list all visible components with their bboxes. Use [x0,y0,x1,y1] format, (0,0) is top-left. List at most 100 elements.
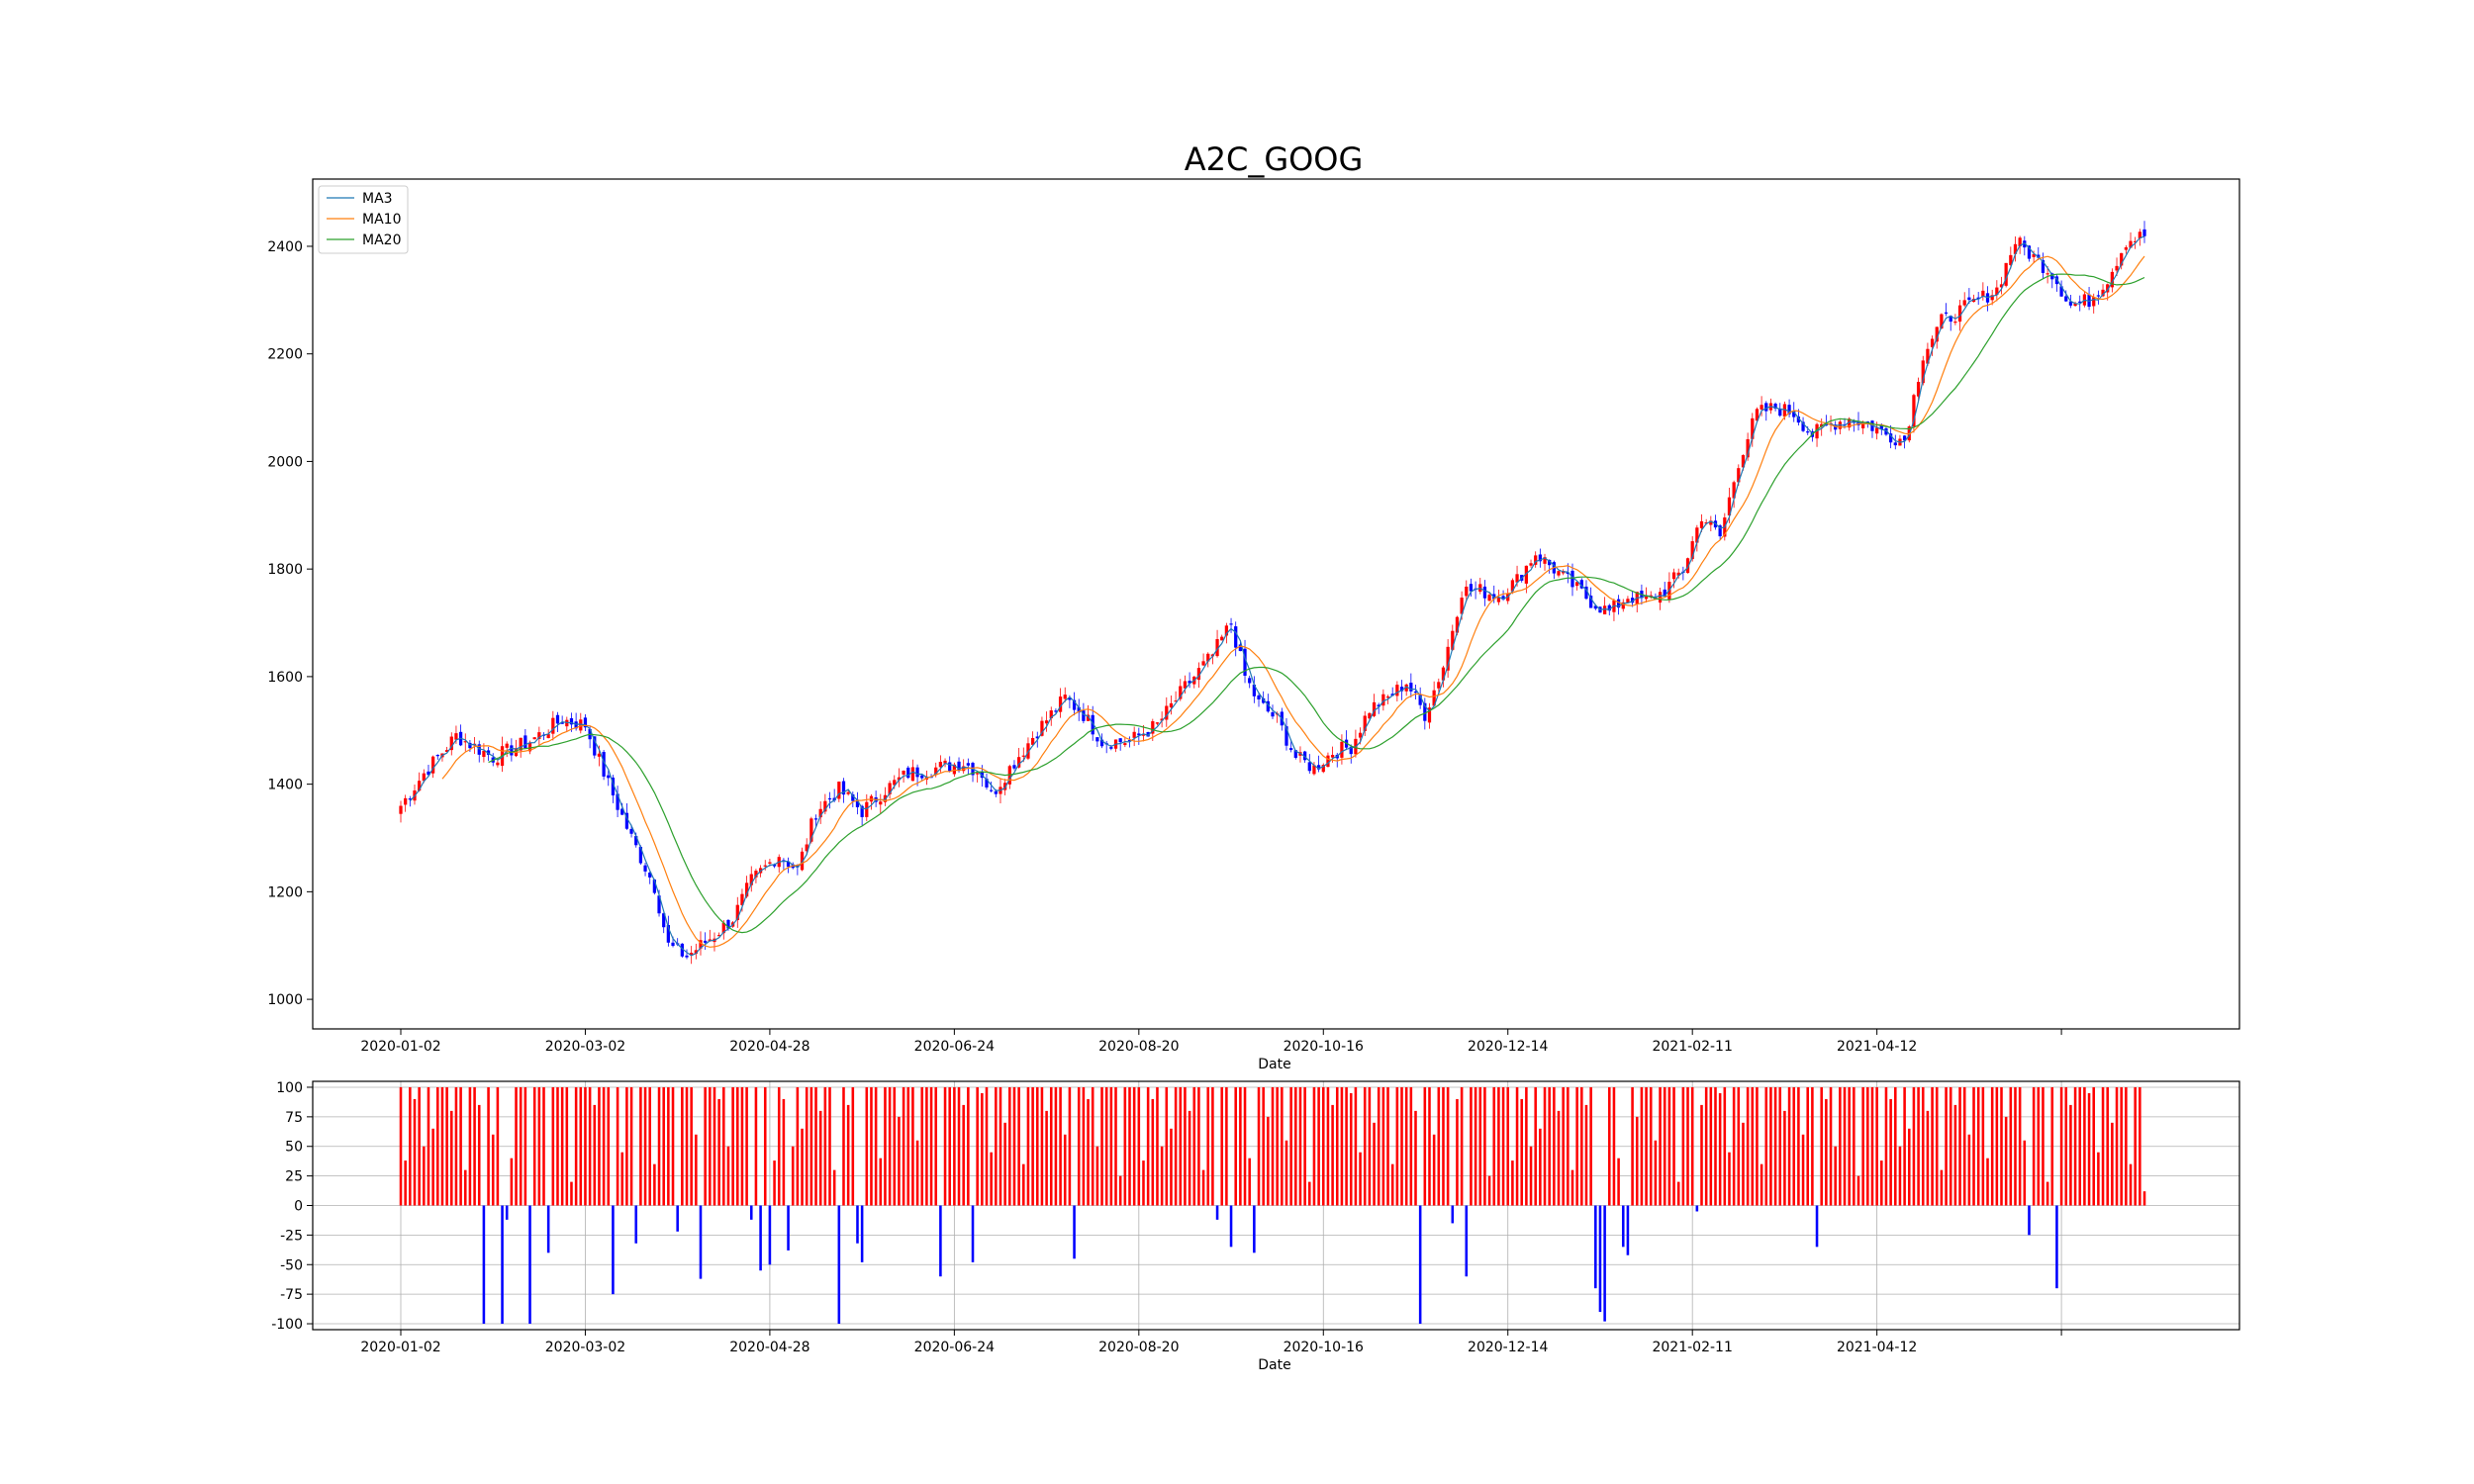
candle-body [1220,636,1224,641]
signal-bar [625,1086,628,1206]
signal-bar [657,1086,661,1206]
signal-bar [1142,1160,1145,1206]
candle-body [1262,697,1266,703]
signal-bar [846,1104,850,1206]
signal-bar [1312,1086,1316,1206]
candle-body [1340,741,1344,758]
signal-bar [1031,1086,1034,1206]
signal-bar [1926,1110,1930,1206]
signal-bar [731,1086,734,1206]
signal-bar [1584,1104,1588,1206]
candle-body [1206,653,1210,662]
signal-bar [2069,1104,2072,1206]
signal-bar [473,1086,476,1206]
candle-body [546,734,550,739]
candle-body [1792,411,1796,417]
candle-body [404,797,408,805]
candle-body [519,737,523,751]
candle-body [629,828,633,834]
candle-body [1086,714,1091,721]
candle-body [1630,598,1635,603]
signal-bar [1156,1086,1159,1206]
candles-group [399,221,2146,965]
candle-body [994,790,998,794]
signal-bar [1091,1086,1094,1206]
candle-body [1671,572,1676,580]
candle-body [422,773,426,782]
signal-bar [418,1086,421,1206]
signal-bar [1460,1086,1464,1206]
signal-bar [482,1205,486,1325]
candle-body [1285,726,1288,746]
candle-body [638,846,643,864]
signal-bar [1903,1086,1906,1206]
candle-body [680,943,684,957]
candle-body [772,864,777,867]
signal-bar [1654,1140,1658,1206]
x-tick-label: 2021-02-11 [1652,1340,1732,1355]
candle-body [1465,586,1469,597]
signal-bar [1626,1205,1630,1255]
signal-bar [1267,1116,1270,1206]
signal-bar [722,1086,725,1206]
signal-bar [1215,1205,1219,1220]
candle-body [2115,265,2119,271]
signal-bar [2028,1205,2031,1236]
signal-bar [1414,1110,1417,1206]
signal-bar [1118,1175,1122,1206]
signal-bar [1179,1086,1183,1206]
candle-body [2013,243,2018,254]
signal-bar [1853,1086,1856,1206]
candle-body [523,735,527,749]
signal-bar [740,1086,744,1206]
legend-ma20: MA20 [362,232,401,248]
signal-bar [967,1086,970,1206]
candle-body [2023,240,2027,248]
signal-bar [796,1086,800,1206]
signal-bar [1206,1086,1210,1206]
candle-body [1626,599,1630,603]
candle-body [1912,395,1916,427]
candle-body [579,719,583,731]
signal-bar [893,1086,897,1206]
signal-bar [643,1086,647,1206]
candle-body [477,744,481,755]
signal-bar [1257,1086,1261,1206]
candle-body [2106,284,2110,293]
candle-body [1658,592,1663,603]
candle-body [1368,712,1372,719]
candle-body [1330,755,1335,758]
candle-body [1316,765,1321,770]
candle-body [1575,582,1579,587]
candle-body [1570,570,1574,588]
signal-bar [671,1086,675,1206]
candle-body [1893,442,1897,446]
candle-body [657,895,661,914]
candle-body [1321,765,1325,773]
candle-body [1787,405,1791,415]
signal-bar [2073,1086,2077,1206]
x-tick-label: 2020-10-16 [1284,1039,1364,1055]
signal-bar [491,1134,495,1206]
candle-body [1044,720,1049,724]
candle-body [897,777,902,781]
candle-body [1303,751,1307,761]
candle-body [620,808,624,815]
candle-body [1967,297,1971,301]
candle-body [910,767,915,782]
candle-body [1137,733,1141,736]
signal-bar [463,1169,467,1206]
candle-body [1460,598,1464,614]
candle-body [800,851,805,871]
signal-bar [1787,1086,1791,1206]
signal-bar [1663,1086,1666,1206]
candle-body [855,799,860,807]
signal-bar [404,1160,407,1206]
signal-bar [1008,1086,1011,1206]
price-y-tick-label: 1200 [267,884,303,900]
price-y-tick-label: 2200 [267,347,303,363]
candle-body [2064,296,2068,302]
candle-body [1141,734,1146,736]
signal-bar [1137,1086,1141,1206]
candle-body [1990,295,1994,301]
